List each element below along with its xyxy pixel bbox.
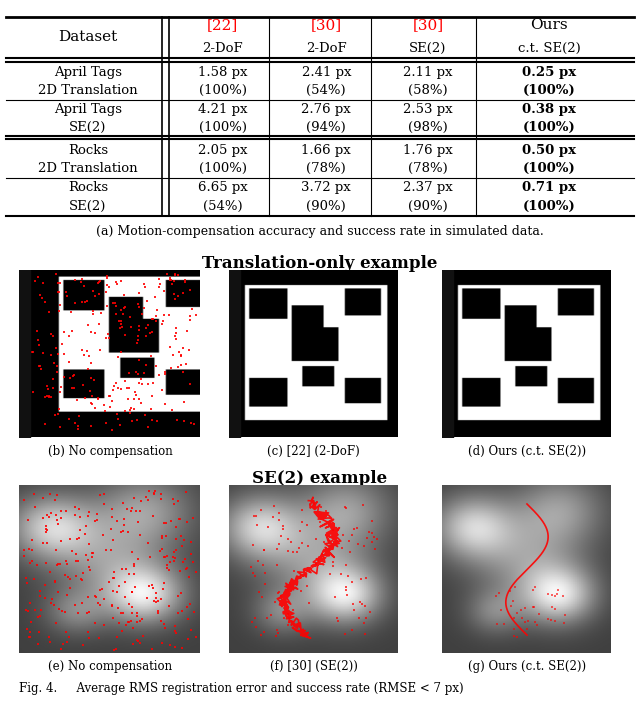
- Text: 3.72 px: 3.72 px: [301, 181, 351, 194]
- Text: April Tags: April Tags: [54, 65, 122, 79]
- Text: (100%): (100%): [522, 200, 575, 213]
- Text: 0.38 px: 0.38 px: [522, 103, 576, 116]
- Text: Ours: Ours: [530, 18, 568, 32]
- Text: c.t. SE(2): c.t. SE(2): [518, 41, 580, 55]
- Text: Translation-only example: Translation-only example: [202, 255, 438, 272]
- Text: 2.11 px: 2.11 px: [403, 65, 452, 79]
- Text: 2.76 px: 2.76 px: [301, 103, 351, 116]
- Text: 2-DoF: 2-DoF: [306, 41, 347, 55]
- Text: 1.66 px: 1.66 px: [301, 144, 351, 157]
- Text: 2.41 px: 2.41 px: [301, 65, 351, 79]
- Text: (d) Ours (c.t. SE(2)): (d) Ours (c.t. SE(2)): [468, 444, 586, 458]
- Text: (100%): (100%): [522, 121, 575, 134]
- Text: SE(2): SE(2): [409, 41, 447, 55]
- Text: SE(2): SE(2): [69, 121, 107, 134]
- Text: 0.50 px: 0.50 px: [522, 144, 576, 157]
- Text: (a) Motion-compensation accuracy and success rate in simulated data.: (a) Motion-compensation accuracy and suc…: [96, 225, 544, 239]
- Text: (c) [22] (2-DoF): (c) [22] (2-DoF): [268, 444, 360, 458]
- Text: 4.21 px: 4.21 px: [198, 103, 248, 116]
- Text: 1.58 px: 1.58 px: [198, 65, 248, 79]
- Text: (54%): (54%): [203, 200, 243, 213]
- Text: 1.76 px: 1.76 px: [403, 144, 452, 157]
- Text: 2.53 px: 2.53 px: [403, 103, 452, 116]
- Text: Rocks: Rocks: [68, 144, 108, 157]
- Text: SE(2) example: SE(2) example: [252, 470, 388, 487]
- Text: (100%): (100%): [522, 84, 575, 97]
- Text: (g) Ours (c.t. SE(2)): (g) Ours (c.t. SE(2)): [468, 660, 586, 673]
- Text: (100%): (100%): [199, 84, 247, 97]
- Text: Dataset: Dataset: [58, 30, 118, 44]
- Text: (b) No compensation: (b) No compensation: [47, 444, 172, 458]
- Text: (58%): (58%): [408, 84, 448, 97]
- Text: Rocks: Rocks: [68, 181, 108, 194]
- Text: 2D Translation: 2D Translation: [38, 162, 138, 176]
- Text: April Tags: April Tags: [54, 103, 122, 116]
- Text: 2.05 px: 2.05 px: [198, 144, 248, 157]
- Text: (e) No compensation: (e) No compensation: [48, 660, 172, 673]
- Text: [22]: [22]: [207, 18, 239, 32]
- Text: (90%): (90%): [408, 200, 448, 213]
- Text: (54%): (54%): [307, 84, 346, 97]
- Text: (90%): (90%): [307, 200, 346, 213]
- Text: (100%): (100%): [199, 121, 247, 134]
- Text: (78%): (78%): [408, 162, 448, 176]
- Text: [30]: [30]: [412, 18, 444, 32]
- Text: 0.71 px: 0.71 px: [522, 181, 576, 194]
- Text: (78%): (78%): [307, 162, 346, 176]
- Text: (98%): (98%): [408, 121, 448, 134]
- Text: (94%): (94%): [307, 121, 346, 134]
- Text: Fig. 4.   Average RMS registration error and success rate (RMSE < 7 px): Fig. 4. Average RMS registration error a…: [19, 682, 463, 695]
- Text: 2-DoF: 2-DoF: [202, 41, 243, 55]
- Text: [30]: [30]: [310, 18, 342, 32]
- Text: 2.37 px: 2.37 px: [403, 181, 452, 194]
- Text: (100%): (100%): [522, 162, 575, 176]
- Text: 0.25 px: 0.25 px: [522, 65, 576, 79]
- Text: 6.65 px: 6.65 px: [198, 181, 248, 194]
- Text: 2D Translation: 2D Translation: [38, 84, 138, 97]
- Text: (f) [30] (SE(2)): (f) [30] (SE(2)): [270, 660, 358, 673]
- Text: SE(2): SE(2): [69, 200, 107, 213]
- Text: (100%): (100%): [199, 162, 247, 176]
